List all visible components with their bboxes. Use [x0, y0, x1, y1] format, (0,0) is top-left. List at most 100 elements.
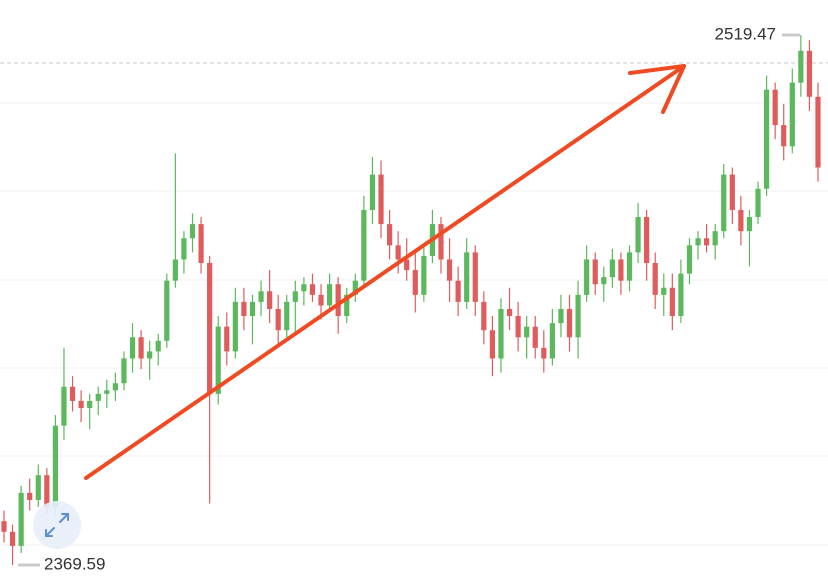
candle-body	[712, 231, 718, 246]
candle-body	[704, 238, 710, 246]
candle-body	[575, 294, 581, 338]
candle-body	[772, 89, 778, 126]
candle-body	[661, 287, 667, 295]
expand-icon[interactable]	[45, 513, 69, 537]
candle-body	[121, 358, 127, 384]
candle-body	[746, 217, 753, 232]
candle-body	[284, 301, 290, 331]
candle-body	[601, 277, 607, 285]
candle-body	[9, 531, 16, 546]
candle-body	[361, 209, 367, 281]
candle-body	[506, 308, 513, 317]
candle-body	[147, 351, 153, 359]
candle-body	[181, 238, 187, 260]
candle-body	[95, 393, 101, 401]
candle-body	[1, 521, 7, 532]
candle-body	[438, 224, 444, 260]
candle-body	[686, 245, 693, 274]
candle-body	[669, 287, 675, 317]
candle-body	[806, 50, 813, 97]
candle-body	[61, 386, 67, 426]
candle-body	[335, 284, 341, 317]
candle-body	[198, 224, 204, 264]
candle-body	[524, 326, 530, 338]
candle-body	[249, 301, 256, 317]
candle-body	[644, 217, 650, 264]
candle-body	[172, 259, 178, 281]
candle-body	[421, 255, 427, 295]
candle-body	[695, 238, 701, 246]
candle-body	[584, 259, 590, 295]
grid	[0, 102, 828, 546]
candle-body	[189, 224, 196, 239]
candle-body	[35, 475, 41, 500]
candle-body	[781, 125, 787, 147]
candle-body	[729, 174, 735, 210]
candle-body	[292, 291, 298, 302]
candle-body	[232, 301, 238, 352]
candle-body	[164, 280, 170, 341]
candle-body	[763, 89, 770, 189]
candle-body	[815, 96, 821, 168]
candle-body	[87, 400, 93, 408]
candle-body	[412, 270, 418, 295]
candle-body	[652, 263, 658, 295]
candle-body	[224, 326, 230, 352]
candle-body	[318, 294, 324, 306]
candle-body	[258, 291, 264, 302]
candle-body	[275, 308, 281, 331]
candle-body	[52, 425, 59, 508]
candle-body	[798, 50, 804, 83]
arrow-shaft	[84, 64, 686, 480]
candle-body	[549, 323, 555, 359]
candle-body	[635, 217, 641, 253]
candle-body	[515, 316, 521, 338]
candle-body	[592, 259, 598, 285]
candle-body	[155, 340, 161, 352]
candle-body	[378, 174, 384, 225]
candle-body	[309, 284, 316, 295]
candle-body	[44, 475, 50, 508]
expand-button-bg[interactable]	[33, 501, 81, 549]
candle-body	[566, 308, 573, 338]
expand-button[interactable]	[33, 501, 81, 549]
candle-body	[27, 492, 33, 500]
candle-body	[481, 301, 487, 331]
candle-body	[618, 259, 624, 281]
candle-body	[738, 209, 744, 232]
candle-body	[352, 280, 358, 295]
candle-body	[386, 224, 393, 246]
candle-body	[532, 326, 538, 348]
candle-body	[129, 337, 136, 359]
candle-body	[721, 174, 727, 232]
candle-body	[241, 301, 247, 317]
candle-body	[112, 383, 118, 391]
candle-body	[404, 259, 410, 271]
candle-body	[609, 259, 615, 278]
candle-body	[267, 291, 273, 309]
high-label: 2519.47	[715, 24, 776, 43]
candle-body	[498, 308, 504, 359]
candle-body	[626, 252, 633, 281]
candle-body	[301, 284, 307, 292]
candle-body	[138, 337, 144, 359]
candle-body	[369, 174, 376, 210]
candle-body	[215, 326, 221, 394]
candle-body	[446, 259, 453, 281]
candles	[1, 35, 821, 566]
candle-body	[558, 308, 564, 324]
candle-body	[489, 330, 495, 359]
candle-body	[78, 400, 84, 408]
candle-body	[344, 294, 350, 317]
candle-body	[69, 386, 76, 401]
candle-body	[18, 492, 24, 546]
candle-body	[472, 252, 478, 302]
candle-body	[755, 188, 761, 218]
trend-arrow	[84, 64, 686, 480]
candle-body	[395, 245, 401, 260]
candle-body	[464, 252, 470, 302]
candle-body	[678, 273, 684, 317]
candle-body	[327, 284, 333, 306]
